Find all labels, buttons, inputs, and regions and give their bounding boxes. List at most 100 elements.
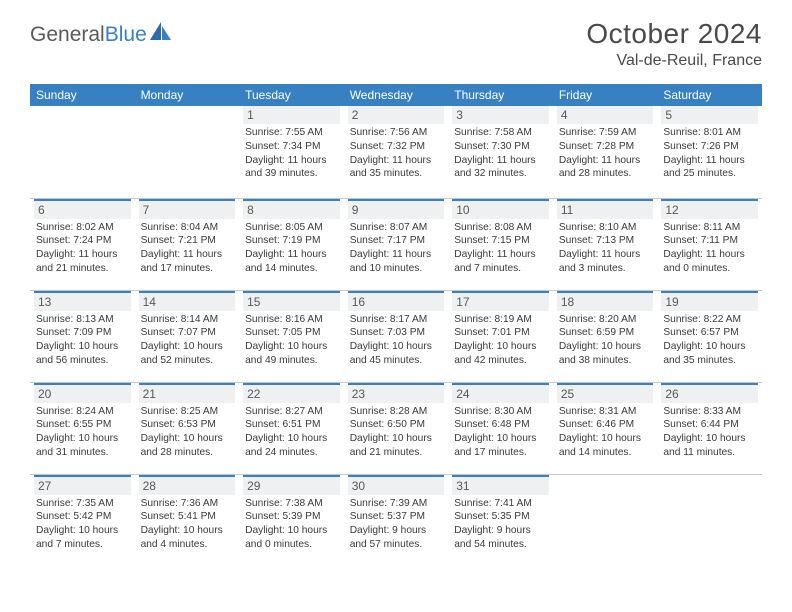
sunrise-text: Sunrise: 8:13 AM (36, 313, 129, 327)
calendar-cell: 14Sunrise: 8:14 AMSunset: 7:07 PMDayligh… (135, 290, 240, 382)
sunset-text: Sunset: 6:50 PM (350, 418, 443, 432)
sunrise-text: Sunrise: 8:19 AM (454, 313, 547, 327)
sunrise-text: Sunrise: 7:55 AM (245, 126, 338, 140)
sunrise-text: Sunrise: 8:28 AM (350, 405, 443, 419)
calendar-cell: 29Sunrise: 7:38 AMSunset: 5:39 PMDayligh… (239, 474, 344, 566)
calendar-cell: 19Sunrise: 8:22 AMSunset: 6:57 PMDayligh… (657, 290, 762, 382)
day-number: 18 (557, 291, 654, 311)
sunrise-text: Sunrise: 7:38 AM (245, 497, 338, 511)
day-info: Sunrise: 8:08 AMSunset: 7:15 PMDaylight:… (452, 221, 549, 276)
day-info: Sunrise: 7:38 AMSunset: 5:39 PMDaylight:… (243, 497, 340, 552)
sunset-text: Sunset: 7:07 PM (141, 326, 234, 340)
daylight-text: Daylight: 11 hours and 39 minutes. (245, 154, 338, 182)
day-info: Sunrise: 8:22 AMSunset: 6:57 PMDaylight:… (661, 313, 758, 368)
sunrise-text: Sunrise: 8:02 AM (36, 221, 129, 235)
day-number: 1 (243, 106, 340, 124)
sunset-text: Sunset: 7:30 PM (454, 140, 547, 154)
brand-part1: General (30, 23, 105, 46)
sunset-text: Sunset: 5:35 PM (454, 510, 547, 524)
calendar-cell: 24Sunrise: 8:30 AMSunset: 6:48 PMDayligh… (448, 382, 553, 474)
calendar-row: 6Sunrise: 8:02 AMSunset: 7:24 PMDaylight… (30, 198, 762, 290)
sunset-text: Sunset: 6:57 PM (663, 326, 756, 340)
day-number: 31 (452, 475, 549, 495)
day-number: 7 (139, 199, 236, 219)
calendar-cell: 20Sunrise: 8:24 AMSunset: 6:55 PMDayligh… (30, 382, 135, 474)
sunset-text: Sunset: 7:19 PM (245, 234, 338, 248)
header-wednesday: Wednesday (344, 84, 449, 106)
day-number: 26 (661, 383, 758, 403)
daylight-text: Daylight: 10 hours and 24 minutes. (245, 432, 338, 460)
day-info: Sunrise: 7:56 AMSunset: 7:32 PMDaylight:… (348, 126, 445, 181)
calendar-cell (657, 474, 762, 566)
daylight-text: Daylight: 10 hours and 38 minutes. (559, 340, 652, 368)
calendar-row: 1Sunrise: 7:55 AMSunset: 7:34 PMDaylight… (30, 106, 762, 198)
day-info: Sunrise: 8:25 AMSunset: 6:53 PMDaylight:… (139, 405, 236, 460)
daylight-text: Daylight: 11 hours and 0 minutes. (663, 248, 756, 276)
day-number: 8 (243, 199, 340, 219)
day-info: Sunrise: 8:33 AMSunset: 6:44 PMDaylight:… (661, 405, 758, 460)
day-number: 15 (243, 291, 340, 311)
calendar-row: 20Sunrise: 8:24 AMSunset: 6:55 PMDayligh… (30, 382, 762, 474)
header-thursday: Thursday (448, 84, 553, 106)
sunrise-text: Sunrise: 8:22 AM (663, 313, 756, 327)
day-number: 29 (243, 475, 340, 495)
calendar-cell: 3Sunrise: 7:58 AMSunset: 7:30 PMDaylight… (448, 106, 553, 198)
day-info: Sunrise: 8:24 AMSunset: 6:55 PMDaylight:… (34, 405, 131, 460)
calendar-cell: 1Sunrise: 7:55 AMSunset: 7:34 PMDaylight… (239, 106, 344, 198)
day-info: Sunrise: 8:30 AMSunset: 6:48 PMDaylight:… (452, 405, 549, 460)
daylight-text: Daylight: 10 hours and 11 minutes. (663, 432, 756, 460)
sunrise-text: Sunrise: 8:16 AM (245, 313, 338, 327)
sunrise-text: Sunrise: 8:33 AM (663, 405, 756, 419)
daylight-text: Daylight: 11 hours and 17 minutes. (141, 248, 234, 276)
daylight-text: Daylight: 10 hours and 21 minutes. (350, 432, 443, 460)
sunset-text: Sunset: 5:42 PM (36, 510, 129, 524)
day-number: 9 (348, 199, 445, 219)
sunrise-text: Sunrise: 8:07 AM (350, 221, 443, 235)
daylight-text: Daylight: 11 hours and 35 minutes. (350, 154, 443, 182)
sunset-text: Sunset: 6:59 PM (559, 326, 652, 340)
calendar-cell: 17Sunrise: 8:19 AMSunset: 7:01 PMDayligh… (448, 290, 553, 382)
sunrise-text: Sunrise: 8:24 AM (36, 405, 129, 419)
calendar-cell (135, 106, 240, 198)
day-number: 2 (348, 106, 445, 124)
day-number: 14 (139, 291, 236, 311)
daylight-text: Daylight: 10 hours and 56 minutes. (36, 340, 129, 368)
sail-icon (150, 22, 172, 47)
calendar-cell: 13Sunrise: 8:13 AMSunset: 7:09 PMDayligh… (30, 290, 135, 382)
brand-text: GeneralBlue (30, 23, 147, 47)
calendar-cell: 9Sunrise: 8:07 AMSunset: 7:17 PMDaylight… (344, 198, 449, 290)
day-info: Sunrise: 8:10 AMSunset: 7:13 PMDaylight:… (557, 221, 654, 276)
sunset-text: Sunset: 7:01 PM (454, 326, 547, 340)
day-info: Sunrise: 8:31 AMSunset: 6:46 PMDaylight:… (557, 405, 654, 460)
sunrise-text: Sunrise: 8:01 AM (663, 126, 756, 140)
calendar-table: Sunday Monday Tuesday Wednesday Thursday… (30, 84, 762, 566)
sunset-text: Sunset: 6:51 PM (245, 418, 338, 432)
daylight-text: Daylight: 10 hours and 49 minutes. (245, 340, 338, 368)
sunset-text: Sunset: 7:21 PM (141, 234, 234, 248)
sunrise-text: Sunrise: 8:31 AM (559, 405, 652, 419)
calendar-cell: 7Sunrise: 8:04 AMSunset: 7:21 PMDaylight… (135, 198, 240, 290)
day-header-row: Sunday Monday Tuesday Wednesday Thursday… (30, 84, 762, 106)
sunrise-text: Sunrise: 8:20 AM (559, 313, 652, 327)
calendar-cell (553, 474, 658, 566)
sunrise-text: Sunrise: 7:36 AM (141, 497, 234, 511)
daylight-text: Daylight: 11 hours and 7 minutes. (454, 248, 547, 276)
day-number: 16 (348, 291, 445, 311)
sunrise-text: Sunrise: 8:10 AM (559, 221, 652, 235)
sunset-text: Sunset: 6:55 PM (36, 418, 129, 432)
calendar-cell: 31Sunrise: 7:41 AMSunset: 5:35 PMDayligh… (448, 474, 553, 566)
calendar-cell: 28Sunrise: 7:36 AMSunset: 5:41 PMDayligh… (135, 474, 240, 566)
day-info: Sunrise: 8:11 AMSunset: 7:11 PMDaylight:… (661, 221, 758, 276)
sunset-text: Sunset: 7:13 PM (559, 234, 652, 248)
calendar-cell: 2 Sunrise: 7:56 AMSunset: 7:32 PMDaylight… (344, 106, 449, 198)
day-info: Sunrise: 8:27 AMSunset: 6:51 PMDaylight:… (243, 405, 340, 460)
daylight-text: Daylight: 11 hours and 28 minutes. (559, 154, 652, 182)
header-tuesday: Tuesday (239, 84, 344, 106)
day-number: 13 (34, 291, 131, 311)
sunset-text: Sunset: 5:39 PM (245, 510, 338, 524)
day-number: 5 (661, 106, 758, 124)
sunset-text: Sunset: 7:24 PM (36, 234, 129, 248)
daylight-text: Daylight: 10 hours and 7 minutes. (36, 524, 129, 552)
sunset-text: Sunset: 7:05 PM (245, 326, 338, 340)
title-block: October 2024 Val-de-Reuil, France (586, 18, 762, 70)
